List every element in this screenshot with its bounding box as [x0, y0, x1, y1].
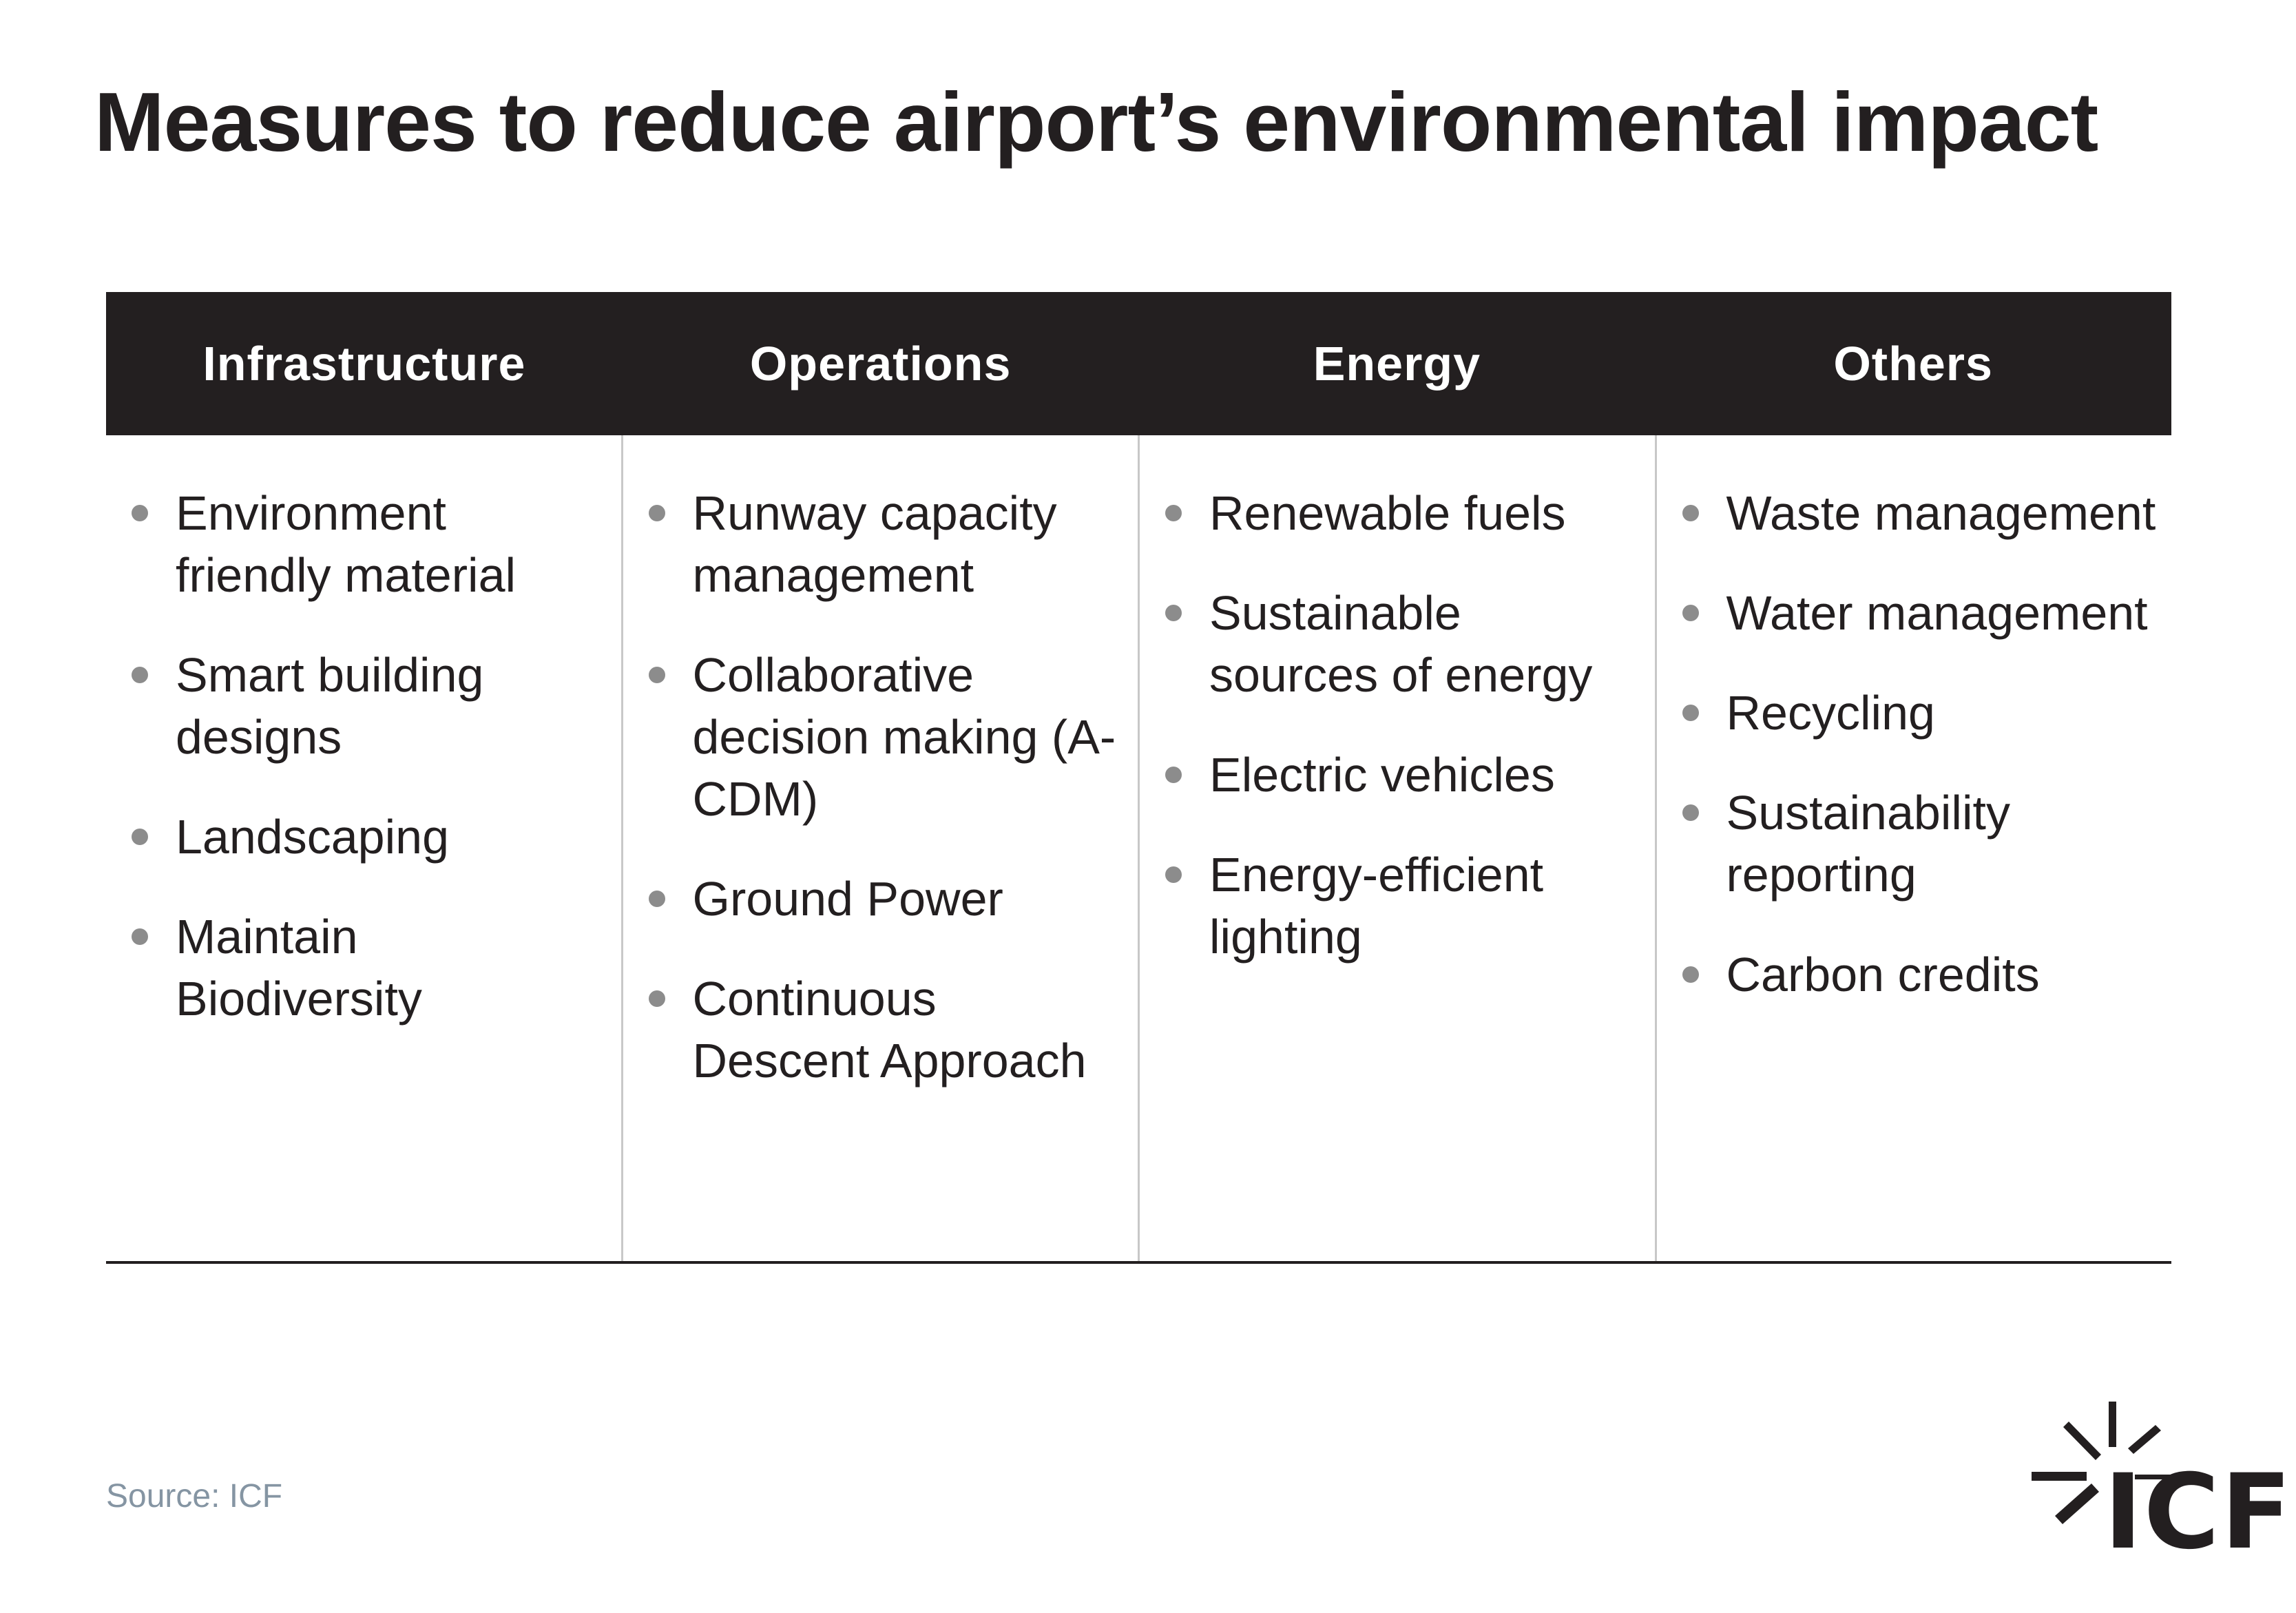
- list-item: Collaborative decision making (A-CDM): [623, 644, 1138, 830]
- column-infrastructure: Environment friendly material Smart buil…: [106, 435, 621, 1261]
- header-energy: Energy: [1313, 337, 1481, 391]
- bullet-icon: [1682, 705, 1699, 721]
- bullet-icon: [1682, 804, 1699, 821]
- list-item: Waste management: [1657, 482, 2172, 544]
- bullet-icon: [1165, 505, 1182, 521]
- list-item-text: Sustainable sources of energy: [1209, 586, 1593, 702]
- list-item-text: Sustainability reporting: [1726, 786, 2010, 902]
- bullet-icon: [648, 990, 665, 1007]
- column-others: Waste management Water management Recycl…: [1654, 435, 2172, 1261]
- measures-table: Infrastructure Operations Energy Others …: [106, 292, 2171, 1264]
- list-item: Environment friendly material: [106, 482, 621, 606]
- bullet-icon: [648, 667, 665, 683]
- operations-list: Runway capacity management Collaborative…: [623, 482, 1138, 1092]
- list-item-text: Carbon credits: [1726, 948, 2040, 1001]
- bullet-icon: [1165, 866, 1182, 883]
- list-item-text: Water management: [1726, 586, 2148, 640]
- list-item-text: Continuous Descent Approach: [692, 972, 1087, 1088]
- list-item-text: Electric vehicles: [1209, 748, 1555, 802]
- list-item-text: Renewable fuels: [1209, 486, 1566, 540]
- energy-list: Renewable fuels Sustainable sources of e…: [1140, 482, 1655, 968]
- list-item: Landscaping: [106, 806, 621, 868]
- page-title: Measures to reduce airport’s environment…: [94, 75, 2098, 169]
- header-infrastructure: Infrastructure: [202, 337, 526, 391]
- bullet-icon: [1682, 605, 1699, 621]
- list-item-text: Runway capacity management: [692, 486, 1057, 602]
- list-item: Energy-efficient lighting: [1140, 844, 1655, 968]
- list-item: Water management: [1657, 582, 2172, 644]
- table-body: Environment friendly material Smart buil…: [106, 435, 2171, 1264]
- list-item-text: Landscaping: [176, 810, 449, 864]
- list-item: Maintain Biodiversity: [106, 906, 621, 1030]
- list-item: Electric vehicles: [1140, 744, 1655, 806]
- source-note: Source: ICF: [106, 1478, 283, 1515]
- bullet-icon: [132, 667, 148, 683]
- list-item-text: Waste management: [1726, 486, 2156, 540]
- list-item: Carbon credits: [1657, 944, 2172, 1006]
- list-item: Renewable fuels: [1140, 482, 1655, 544]
- list-item: Smart building designs: [106, 644, 621, 768]
- logo-text: ICF: [2104, 1453, 2293, 1572]
- list-item-text: Energy-efficient lighting: [1209, 848, 1544, 964]
- table-header: Infrastructure Operations Energy Others: [106, 292, 2171, 435]
- list-item: Sustainability reporting: [1657, 782, 2172, 906]
- bullet-icon: [1682, 966, 1699, 983]
- infrastructure-list: Environment friendly material Smart buil…: [106, 482, 621, 1030]
- column-energy: Renewable fuels Sustainable sources of e…: [1138, 435, 1655, 1261]
- bullet-icon: [132, 505, 148, 521]
- others-list: Waste management Water management Recycl…: [1657, 482, 2172, 1006]
- list-item: Recycling: [1657, 682, 2172, 744]
- list-item-text: Smart building designs: [176, 648, 484, 764]
- bullet-icon: [648, 505, 665, 521]
- list-item-text: Environment friendly material: [176, 486, 516, 602]
- bullet-icon: [1165, 767, 1182, 783]
- header-operations: Operations: [749, 337, 1012, 391]
- list-item-text: Recycling: [1726, 686, 1935, 740]
- bullet-icon: [1682, 505, 1699, 521]
- list-item: Continuous Descent Approach: [623, 968, 1138, 1092]
- list-item-text: Maintain Biodiversity: [176, 910, 422, 1026]
- icf-starburst-logo-icon: [2032, 1402, 2190, 1524]
- icf-logo: ICF: [2032, 1395, 2291, 1567]
- bullet-icon: [648, 891, 665, 907]
- column-operations: Runway capacity management Collaborative…: [620, 435, 1138, 1261]
- list-item-text: Ground Power: [692, 872, 1003, 926]
- list-item-text: Collaborative decision making (A-CDM): [692, 648, 1116, 826]
- list-item: Sustainable sources of energy: [1140, 582, 1655, 706]
- header-others: Others: [1833, 337, 1993, 391]
- bullet-icon: [132, 829, 148, 845]
- bullet-icon: [1165, 605, 1182, 621]
- bullet-icon: [132, 928, 148, 945]
- list-item: Runway capacity management: [623, 482, 1138, 606]
- list-item: Ground Power: [623, 868, 1138, 930]
